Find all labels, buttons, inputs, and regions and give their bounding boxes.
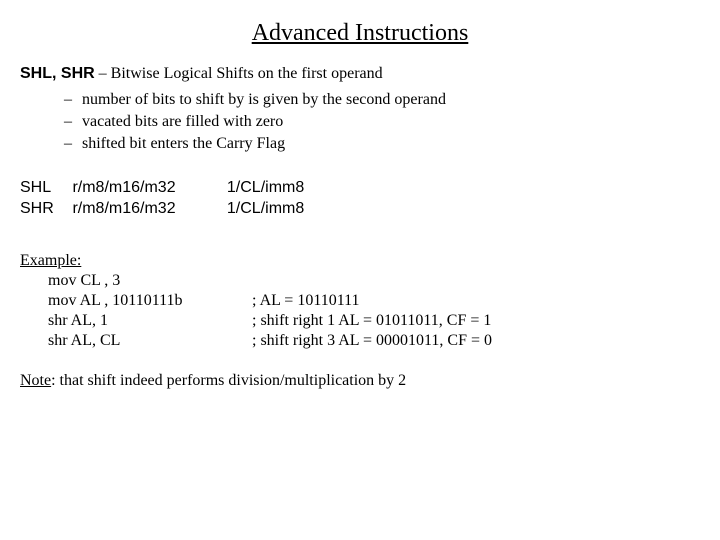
syntax-block: SHL r/m8/m16/m32 1/CL/imm8 SHR r/m8/m16/… [20, 179, 700, 218]
example-block: Example: mov CL , 3 mov AL , 10110111b ;… [20, 252, 700, 350]
heading-desc: Bitwise Logical Shifts on the first oper… [111, 65, 383, 82]
example-comment: ; shift right 3 AL = 00001011, CF = 0 [252, 332, 492, 349]
syntax-op: SHR [20, 200, 68, 218]
heading-sep: – [95, 65, 111, 82]
section-heading: SHL, SHR – Bitwise Logical Shifts on the… [20, 65, 700, 83]
bullet-item: vacated bits are filled with zero [56, 113, 700, 131]
example-code: mov CL , 3 [48, 272, 248, 290]
syntax-row: SHR r/m8/m16/m32 1/CL/imm8 [20, 200, 700, 218]
page-title: Advanced Instructions [20, 20, 700, 47]
example-line: shr AL, 1 ; shift right 1 AL = 01011011,… [48, 312, 700, 330]
example-label: Example: [20, 252, 81, 269]
syntax-arg1: r/m8/m16/m32 [72, 200, 222, 218]
bullet-list: number of bits to shift by is given by t… [56, 91, 700, 153]
syntax-arg2: 1/CL/imm8 [227, 200, 304, 217]
note-label: Note [20, 372, 51, 389]
example-line: mov CL , 3 [48, 272, 700, 290]
example-comment: ; shift right 1 AL = 01011011, CF = 1 [252, 312, 491, 329]
example-line: shr AL, CL ; shift right 3 AL = 00001011… [48, 332, 700, 350]
syntax-arg2: 1/CL/imm8 [227, 179, 304, 196]
note-text: : that shift indeed performs division/mu… [51, 372, 406, 389]
syntax-op: SHL [20, 179, 68, 197]
note-line: Note: that shift indeed performs divisio… [20, 372, 700, 390]
bullet-item: shifted bit enters the Carry Flag [56, 135, 700, 153]
mnemonic-label: SHL, SHR [20, 65, 95, 82]
example-code: shr AL, 1 [48, 312, 248, 330]
bullet-item: number of bits to shift by is given by t… [56, 91, 700, 109]
example-comment: ; AL = 10110111 [252, 292, 360, 309]
example-code: mov AL , 10110111b [48, 292, 248, 310]
example-line: mov AL , 10110111b ; AL = 10110111 [48, 292, 700, 310]
syntax-arg1: r/m8/m16/m32 [72, 179, 222, 197]
syntax-row: SHL r/m8/m16/m32 1/CL/imm8 [20, 179, 700, 197]
example-code: shr AL, CL [48, 332, 248, 350]
